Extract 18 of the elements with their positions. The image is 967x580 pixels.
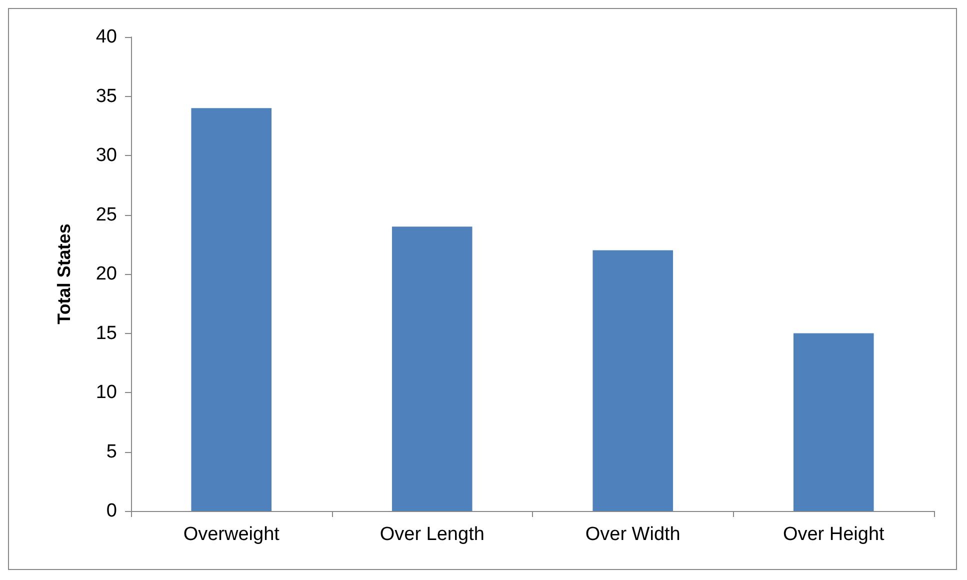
y-tick-label: 30 [96,145,117,166]
y-tick-label: 25 [96,204,117,226]
x-tick-label: Overweight [183,524,280,545]
bar [191,108,272,511]
y-tick-label: 5 [106,441,117,462]
bar [392,226,472,511]
y-tick-label: 35 [96,86,117,107]
y-tick-label: 15 [96,322,117,344]
x-tick-label: Over Height [782,524,886,545]
y-tick-label: 20 [96,264,117,284]
x-tick-label: Over Length [380,524,484,545]
y-tick-label: 0 [106,500,117,522]
bar [793,333,874,511]
y-tick-label: 40 [96,26,117,48]
x-tick-label: Over Width [585,524,680,545]
y-tick-label: 10 [96,382,117,403]
bar [592,250,674,511]
y-axis-title: Total States [54,224,74,324]
